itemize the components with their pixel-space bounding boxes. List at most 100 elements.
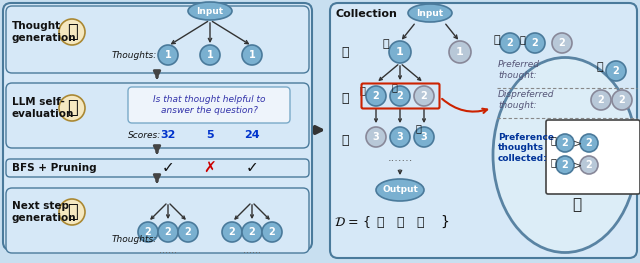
Text: 2: 2 [228,227,236,237]
Text: 🏆: 🏆 [359,85,365,95]
Circle shape [59,199,85,225]
Text: Scores:: Scores: [128,130,161,139]
Text: 32: 32 [160,130,176,140]
Text: ✓: ✓ [162,160,174,175]
Text: 🏆: 🏆 [383,39,389,49]
Circle shape [158,45,178,65]
Circle shape [500,33,520,53]
Text: 📦: 📦 [341,92,349,104]
Text: Thoughts:: Thoughts: [112,235,157,245]
Text: 2: 2 [507,38,513,48]
Text: 🏆: 🏆 [550,157,556,167]
Text: $\mathcal{D}$ = {: $\mathcal{D}$ = { [334,214,371,230]
Circle shape [591,90,611,110]
Text: Is that thought helpful to
answer the question?: Is that thought helpful to answer the qu… [153,95,265,115]
Circle shape [389,41,411,63]
Text: LLM self-
evaluation: LLM self- evaluation [12,97,74,119]
Text: Preferred
thought:: Preferred thought: [498,60,540,80]
Circle shape [222,222,242,242]
Text: Input: Input [196,7,223,16]
Ellipse shape [408,4,452,22]
Text: 3: 3 [397,132,403,142]
Circle shape [390,86,410,106]
Text: 📦: 📦 [396,215,404,229]
Text: 2: 2 [586,160,593,170]
Circle shape [390,127,410,147]
Text: 24: 24 [244,130,260,140]
Text: >: > [572,160,582,170]
Text: 🏆: 🏆 [519,34,525,44]
Text: 1: 1 [164,50,172,60]
FancyBboxPatch shape [330,3,637,258]
Circle shape [366,127,386,147]
Text: Preference
thoughts
collected:: Preference thoughts collected: [498,133,554,163]
Text: Output: Output [382,185,418,195]
Circle shape [242,222,262,242]
Text: 2: 2 [372,91,380,101]
Text: 2: 2 [562,138,568,148]
Circle shape [552,33,572,53]
Ellipse shape [188,2,232,20]
Text: 📦: 📦 [572,198,582,213]
FancyBboxPatch shape [6,83,309,148]
Text: BFS + Pruning: BFS + Pruning [12,163,97,173]
Text: 🏆: 🏆 [415,123,421,133]
Text: 2: 2 [612,66,620,76]
Circle shape [414,127,434,147]
Circle shape [59,95,85,121]
Circle shape [158,222,178,242]
Text: 2: 2 [586,138,593,148]
Text: Thought
generation: Thought generation [12,21,77,43]
FancyBboxPatch shape [6,188,309,253]
Text: 1: 1 [207,50,213,60]
FancyBboxPatch shape [128,87,290,123]
Text: 2: 2 [164,227,172,237]
Text: 2: 2 [532,38,538,48]
Text: 🐑: 🐑 [67,99,77,117]
Text: .......: ....... [387,153,413,163]
Circle shape [242,45,262,65]
Text: 2: 2 [145,227,152,237]
Text: ✗: ✗ [204,160,216,175]
Circle shape [606,61,626,81]
Circle shape [178,222,198,242]
FancyBboxPatch shape [546,120,640,194]
Text: 📦: 📦 [341,45,349,58]
Circle shape [580,156,598,174]
Text: 2: 2 [598,95,604,105]
Text: 📦: 📦 [416,215,424,229]
Text: Input: Input [417,8,444,18]
Text: 1: 1 [396,47,404,57]
Circle shape [525,33,545,53]
Text: 3: 3 [420,132,428,142]
Text: 1: 1 [456,47,464,57]
Text: 🏆: 🏆 [493,35,500,45]
Circle shape [366,86,386,106]
Text: 🏆: 🏆 [391,82,397,92]
Text: Collection: Collection [336,9,398,19]
FancyBboxPatch shape [6,6,309,73]
Text: 2: 2 [397,91,403,101]
Text: 🏆: 🏆 [596,62,604,72]
Text: 📦: 📦 [341,134,349,146]
Text: ......: ...... [243,245,261,255]
Text: 📦: 📦 [376,215,384,229]
Ellipse shape [493,58,637,252]
Text: ......: ...... [159,245,177,255]
Circle shape [138,222,158,242]
Text: 1: 1 [248,50,255,60]
Text: }: } [440,215,449,229]
Text: 3: 3 [372,132,380,142]
Text: Next step
generation: Next step generation [12,201,77,223]
Ellipse shape [376,179,424,201]
Text: ✓: ✓ [246,160,259,175]
Text: 2: 2 [269,227,275,237]
Circle shape [200,45,220,65]
Circle shape [580,134,598,152]
Text: >: > [572,138,582,148]
Circle shape [449,41,471,63]
Text: 2: 2 [562,160,568,170]
Circle shape [262,222,282,242]
Text: 5: 5 [206,130,214,140]
Text: 2: 2 [420,91,428,101]
